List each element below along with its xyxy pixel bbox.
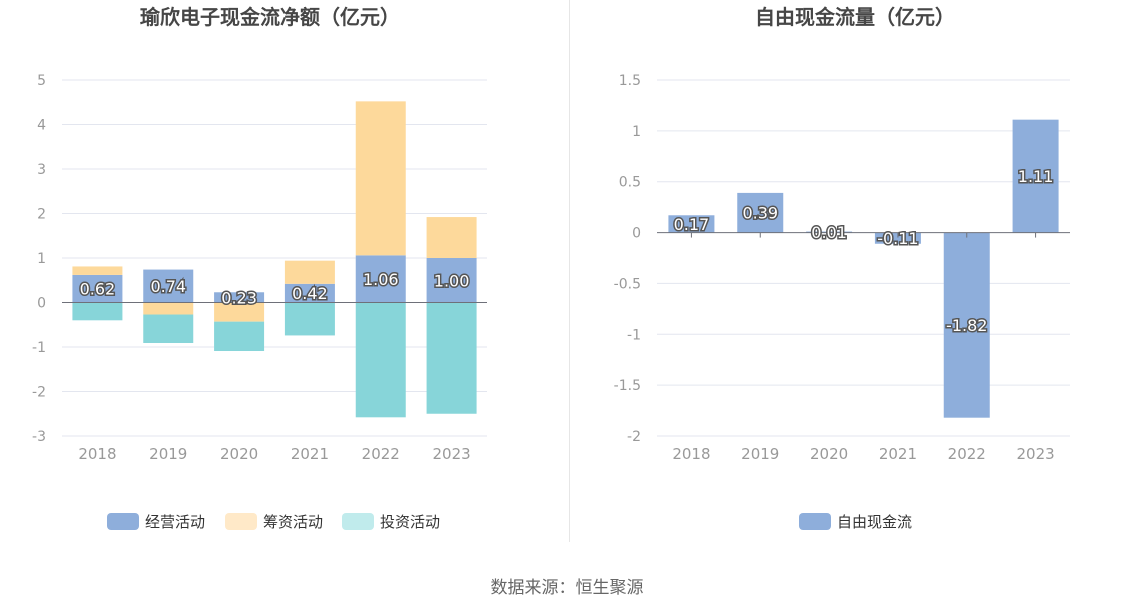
- bar-经营活动-2020: [214, 292, 265, 303]
- y-tick-label: 3: [37, 162, 46, 178]
- legend-swatch: [225, 513, 257, 530]
- y-tick-label: -1: [32, 340, 46, 356]
- bar-筹资活动-2018: [72, 266, 123, 275]
- y-tick-label: 1: [632, 124, 641, 140]
- x-tick-label: 2019: [149, 445, 187, 463]
- data-label: -0.11: [877, 229, 918, 248]
- data-label: 0.62: [80, 280, 116, 299]
- x-tick-label: 2021: [291, 445, 329, 463]
- legend-swatch: [799, 513, 831, 530]
- x-tick-label: 2018: [672, 445, 710, 463]
- bar-筹资活动-2023: [426, 217, 477, 258]
- data-label: 0.01: [811, 223, 847, 242]
- legend-label: 自由现金流: [837, 513, 912, 531]
- y-tick-label: 0: [632, 226, 641, 242]
- data-label: 0.23: [221, 288, 257, 307]
- x-tick-label: 2020: [220, 445, 258, 463]
- bar-经营活动-2023: [426, 258, 477, 303]
- x-tick-label: 2022: [362, 445, 400, 463]
- bar-筹资活动-2021: [284, 260, 335, 284]
- bar-经营活动-2021: [284, 283, 335, 303]
- bar-经营活动-2022: [355, 255, 406, 303]
- chart-panel-1: 瑜欣电子现金流净额（亿元） 5 4 3 2 1 0 -1 -2 -3 0.62 0.74 0.23 0.4…: [32, 5, 487, 531]
- x-tick-label: 2021: [879, 445, 917, 463]
- y-tick-label: 0: [37, 296, 46, 312]
- x-tick-label: 2020: [810, 445, 848, 463]
- data-label: 1.06: [363, 270, 399, 289]
- y-tick-label: -2: [32, 385, 46, 401]
- bar-投资活动-2019: [143, 314, 194, 343]
- chart-title: 瑜欣电子现金流净额（亿元）: [140, 5, 400, 29]
- y-tick-label: -1.5: [614, 378, 641, 394]
- legend-label: 投资活动: [380, 513, 440, 531]
- y-tick-label: -3: [32, 429, 46, 445]
- bar-自由现金流-2018: [668, 215, 715, 233]
- chart-panel-2: 自由现金流量（亿元） 1.5 1 0.5 0 -0.5 -1 -1.5 -2 0.17 0.39 0.…: [614, 5, 1070, 531]
- y-tick-label: 1: [37, 251, 46, 267]
- bar-自由现金流-2020: [806, 231, 853, 233]
- data-label: 0.42: [292, 284, 328, 303]
- bar-投资活动-2020: [214, 321, 265, 352]
- bar-自由现金流-2019: [737, 192, 784, 233]
- bar-筹资活动-2020: [214, 302, 265, 322]
- bar-自由现金流-2023: [1012, 119, 1059, 233]
- data-label: 1.00: [434, 271, 470, 290]
- x-tick-label: 2019: [741, 445, 779, 463]
- data-label: 1.11: [1018, 167, 1054, 186]
- x-tick-label: 2023: [432, 445, 470, 463]
- x-tick-label: 2022: [948, 445, 986, 463]
- data-label: 0.17: [674, 215, 710, 234]
- x-tick-label: 2018: [78, 445, 116, 463]
- bar-投资活动-2021: [284, 302, 335, 336]
- legend-label: 筹资活动: [263, 513, 323, 531]
- bar-投资活动-2018: [72, 302, 123, 321]
- legend-swatch: [107, 513, 139, 530]
- y-tick-label: 1.5: [619, 73, 641, 89]
- bar-经营活动-2018: [72, 274, 123, 303]
- legend-swatch: [342, 513, 374, 530]
- y-tick-label: 0.5: [619, 175, 641, 191]
- chart-title: 自由现金流量（亿元）: [755, 5, 955, 29]
- bar-投资活动-2022: [355, 302, 406, 418]
- panel-divider: [569, 0, 570, 542]
- data-label: 0.39: [742, 204, 778, 223]
- y-tick-label: 5: [37, 73, 46, 89]
- data-label: -1.82: [946, 316, 987, 335]
- bar-自由现金流-2022: [943, 232, 990, 418]
- y-tick-label: 4: [37, 118, 46, 134]
- bar-筹资活动-2022: [355, 101, 406, 256]
- bar-自由现金流-2021: [874, 232, 921, 244]
- y-tick-label: -0.5: [614, 276, 641, 292]
- bar-经营活动-2019: [143, 269, 194, 303]
- y-tick-label: 2: [37, 207, 46, 223]
- bar-投资活动-2023: [426, 302, 477, 414]
- legend-label: 经营活动: [145, 513, 205, 531]
- y-tick-label: -2: [627, 429, 641, 445]
- bar-筹资活动-2019: [143, 302, 194, 315]
- data-source-note: 数据来源：恒生聚源: [490, 578, 644, 598]
- x-tick-label: 2023: [1016, 445, 1054, 463]
- data-label: 0.74: [150, 277, 186, 296]
- y-tick-label: -1: [627, 327, 641, 343]
